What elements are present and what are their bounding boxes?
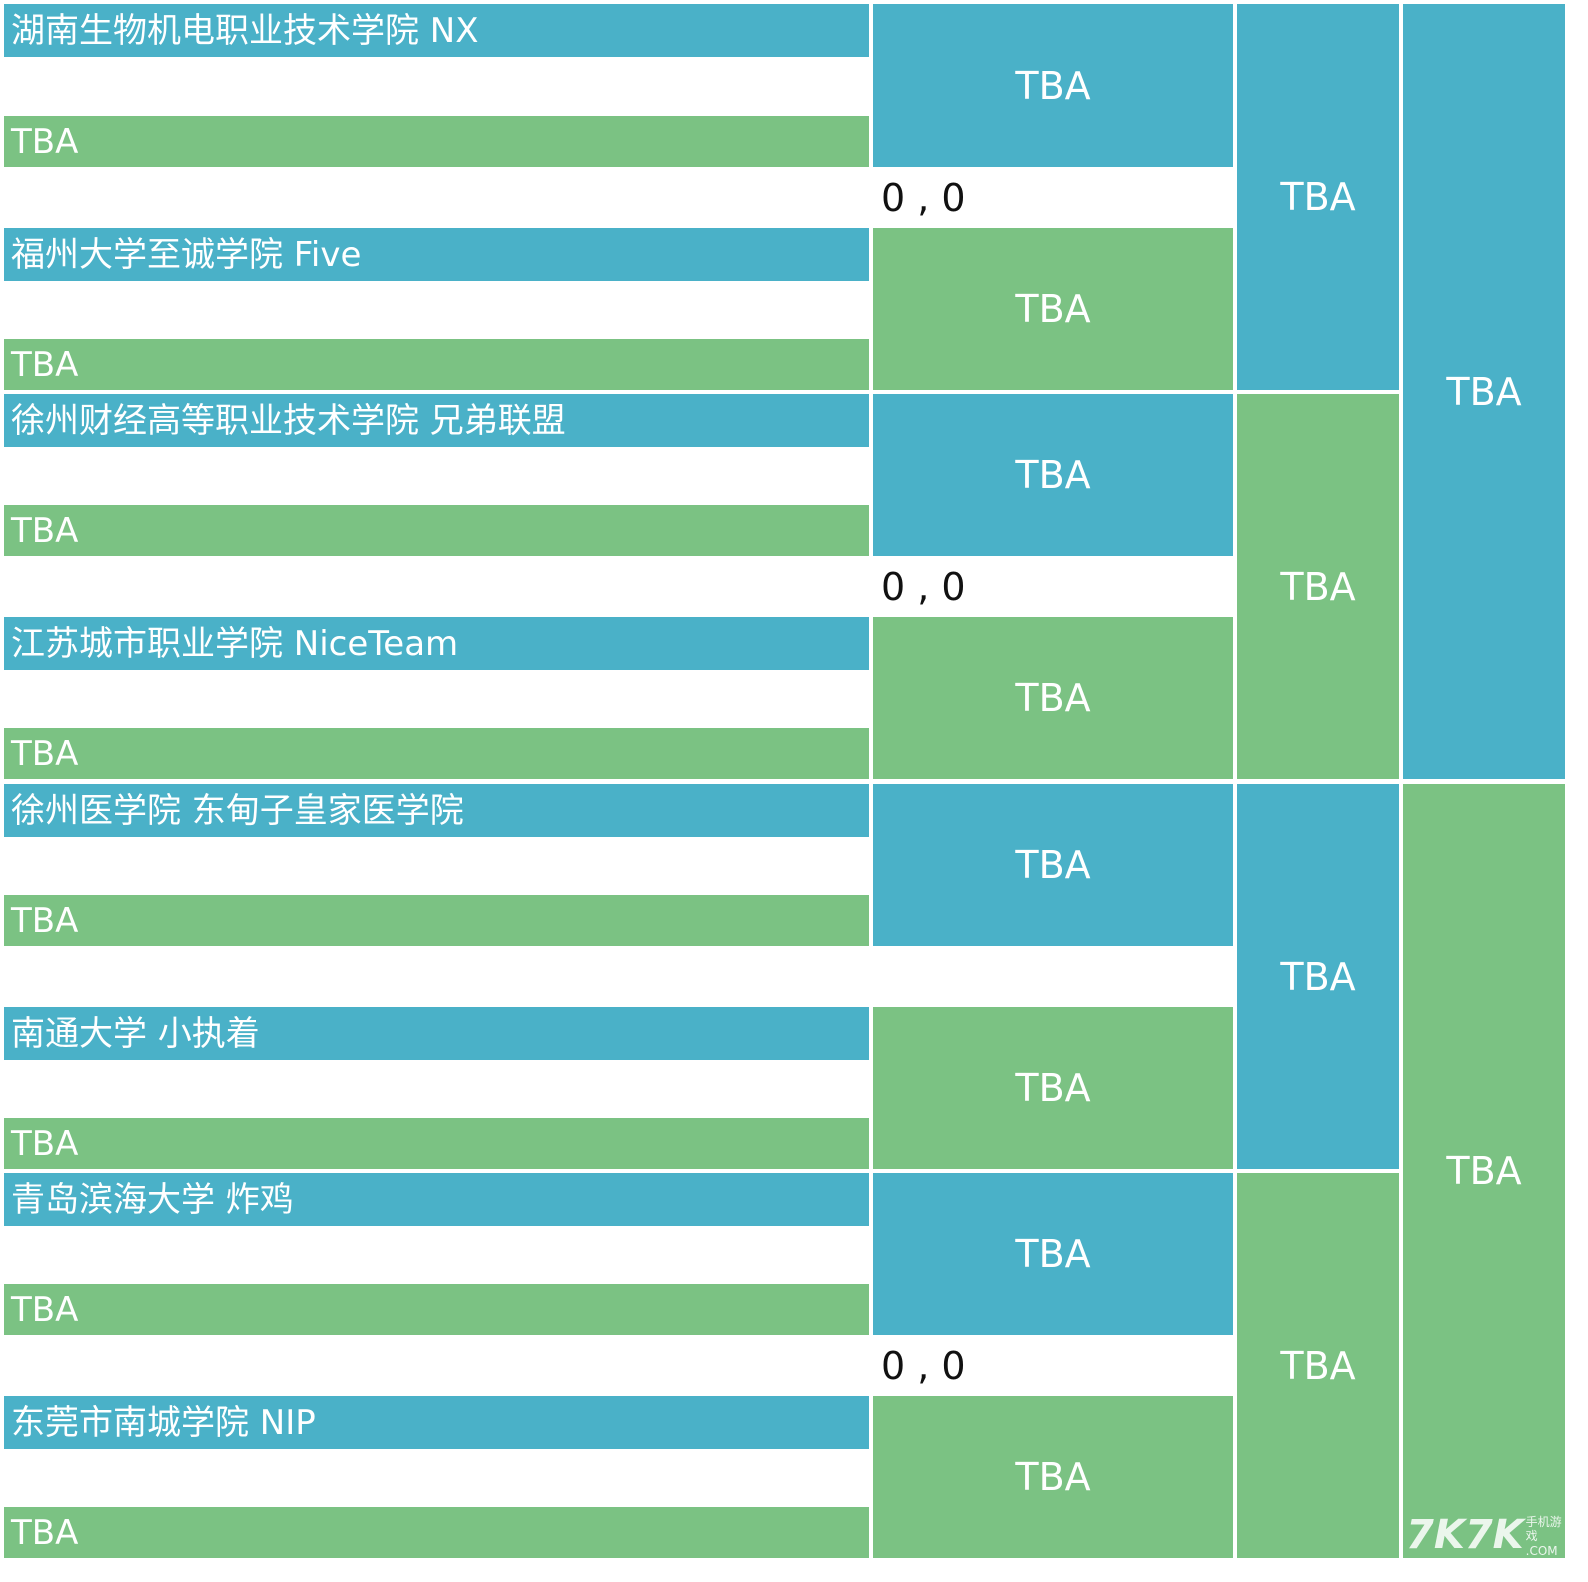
watermark-logo: 7K7K 手机游戏 .COM	[1406, 1512, 1566, 1558]
round3-cell: TBA	[1237, 784, 1399, 1169]
team-label: 徐州财经高等职业技术学院 兄弟联盟	[4, 394, 869, 447]
team-label: 徐州医学院 东甸子皇家医学院	[4, 784, 869, 837]
round2-cell: TBA	[873, 394, 1233, 556]
match-score: 0 , 0	[881, 175, 966, 220]
opponent-label: TBA	[4, 1284, 869, 1335]
opponent-label: TBA	[4, 505, 869, 556]
round2-cell: TBA	[873, 617, 1233, 779]
opponent-label: TBA	[4, 895, 869, 946]
round2-cell: TBA	[873, 1173, 1233, 1335]
opponent-label: TBA	[4, 1507, 869, 1558]
watermark-sub: 手机游戏	[1525, 1514, 1562, 1544]
team-label: 湖南生物机电职业技术学院 NX	[4, 4, 869, 57]
match-score: 0 , 0	[881, 1343, 966, 1388]
round2-cell: TBA	[873, 1007, 1233, 1169]
team-label: 南通大学 小执着	[4, 1007, 869, 1060]
team-label: 福州大学至诚学院 Five	[4, 228, 869, 281]
team-label: 青岛滨海大学 炸鸡	[4, 1173, 869, 1226]
round2-cell: TBA	[873, 4, 1233, 167]
watermark-domain: .COM	[1525, 1543, 1558, 1558]
round2-cell: TBA	[873, 784, 1233, 946]
round4-cell: TBA	[1403, 784, 1565, 1558]
round3-cell: TBA	[1237, 394, 1399, 779]
match-score: 0 , 0	[881, 564, 966, 609]
round2-cell: TBA	[873, 1396, 1233, 1558]
round3-cell: TBA	[1237, 1173, 1399, 1558]
team-label: 江苏城市职业学院 NiceTeam	[4, 617, 869, 670]
round4-cell: TBA	[1403, 4, 1565, 779]
opponent-label: TBA	[4, 339, 869, 390]
round2-cell: TBA	[873, 228, 1233, 390]
opponent-label: TBA	[4, 728, 869, 779]
watermark-brand: 7K7K	[1406, 1512, 1524, 1558]
round3-cell: TBA	[1237, 4, 1399, 390]
team-label: 东莞市南城学院 NIP	[4, 1396, 869, 1449]
opponent-label: TBA	[4, 1118, 869, 1169]
opponent-label: TBA	[4, 116, 869, 167]
